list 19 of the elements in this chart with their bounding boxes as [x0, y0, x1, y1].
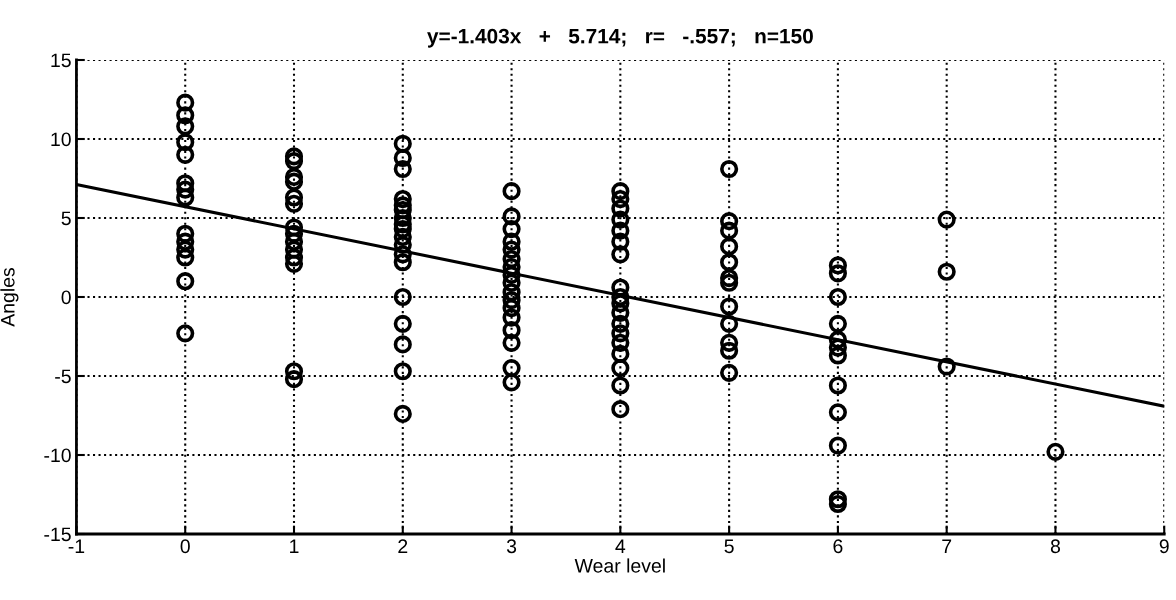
x-tick-label: 9: [1159, 539, 1169, 554]
x-tick-label: 0: [180, 539, 190, 554]
chart-title: y=-1.403x + 5.714; r= -.557; n=150: [427, 28, 813, 48]
y-tick-label: -5: [55, 369, 71, 384]
x-tick-label: 3: [506, 539, 517, 554]
x-tick-label: 1: [290, 539, 299, 553]
x-tick-label: 4: [615, 539, 626, 553]
x-tick-label: 7: [942, 539, 952, 553]
x-tick-label: 2: [398, 539, 408, 553]
y-tick-label: -10: [44, 448, 71, 463]
x-axis-title: Wear level: [574, 558, 665, 573]
y-axis-title: Angles: [0, 267, 19, 327]
y-tick-label: 10: [51, 132, 71, 147]
y-tick-label: 0: [61, 290, 71, 305]
y-tick-label: 5: [61, 211, 71, 226]
x-tick-label: 8: [1050, 539, 1061, 554]
y-tick-label: 15: [51, 53, 71, 68]
x-tick-label: 6: [833, 539, 843, 554]
x-tick-label: 5: [724, 539, 734, 554]
